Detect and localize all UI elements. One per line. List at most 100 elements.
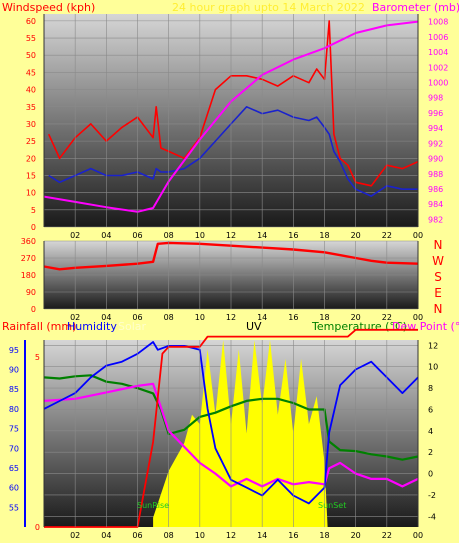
wind-y-tick-label: 60: [26, 17, 36, 26]
barometer-y-tick-label: 1002: [428, 63, 448, 72]
wind-y-tick-label: 35: [26, 103, 36, 112]
temperature-y-tick-label: -2: [428, 491, 436, 500]
x-tick-label: 18: [319, 231, 329, 240]
barometer-y-tick-label: 1004: [428, 48, 448, 57]
x-tick-label: 14: [257, 531, 267, 540]
x-tick-label: 16: [288, 313, 298, 322]
wind-y-tick-label: 30: [26, 120, 36, 129]
compass-label: N: [434, 238, 443, 252]
barometer-y-tick-label: 986: [428, 185, 443, 194]
sunset-label: SunSet: [318, 501, 346, 510]
x-tick-label: 10: [195, 231, 205, 240]
humidity-y-tick-label: 55: [9, 503, 19, 512]
direction-y-tick-label: 270: [21, 254, 36, 263]
x-tick-label: 04: [101, 231, 111, 240]
x-tick-label: 08: [164, 531, 174, 540]
compass-label: N: [434, 302, 443, 316]
humidity-label: Humidity: [67, 320, 117, 333]
x-tick-label: 14: [257, 231, 267, 240]
x-tick-label: 08: [164, 313, 174, 322]
temperature-y-tick-label: 12: [428, 341, 438, 350]
barometer-y-tick-label: 1006: [428, 33, 448, 42]
rainfall-label: Rainfall (mm): [2, 320, 76, 333]
temperature-y-tick-label: 8: [428, 384, 433, 393]
x-tick-label: 06: [132, 231, 142, 240]
temperature-y-tick-label: 4: [428, 427, 433, 436]
barometer-y-tick-label: 984: [428, 200, 443, 209]
x-tick-label: 22: [382, 231, 392, 240]
wind-y-tick-label: 10: [26, 189, 36, 198]
temperature-y-tick-label: 10: [428, 363, 438, 372]
compass-label: E: [434, 286, 442, 300]
barometer-y-tick-label: 982: [428, 215, 443, 224]
chart-title: 24 hour graph upto 14 March 2022: [172, 1, 365, 14]
humidity-y-tick-label: 75: [9, 425, 19, 434]
x-tick-label: 10: [195, 313, 205, 322]
x-tick-label: 08: [164, 231, 174, 240]
wind-y-tick-label: 50: [26, 51, 36, 60]
compass-label: W: [432, 254, 444, 268]
x-tick-label: 18: [319, 531, 329, 540]
x-tick-label: 22: [382, 531, 392, 540]
x-tick-label: 00: [413, 531, 423, 540]
wind-y-tick-label: 45: [26, 68, 36, 77]
x-tick-label: 12: [226, 231, 236, 240]
x-tick-label: 18: [319, 313, 329, 322]
barometer-y-tick-label: 1008: [428, 18, 448, 27]
x-tick-label: 02: [70, 531, 80, 540]
compass-label: S: [434, 270, 442, 284]
barometer-y-tick-label: 994: [428, 124, 443, 133]
temperature-y-tick-label: -4: [428, 512, 436, 521]
x-tick-label: 12: [226, 313, 236, 322]
humidity-y-tick-label: 70: [9, 444, 19, 453]
temperature-y-tick-label: 6: [428, 405, 433, 414]
wind-average-line: [48, 106, 418, 197]
barometer-y-tick-label: 1000: [428, 78, 448, 87]
x-tick-label: 06: [132, 531, 142, 540]
rain-y-tick-label: 0: [35, 523, 40, 532]
x-tick-label: 20: [351, 531, 361, 540]
x-tick-label: 04: [101, 531, 111, 540]
wind-gust-line: [47, 20, 419, 187]
wind-y-tick-label: 20: [26, 154, 36, 163]
barometer-y-tick-label: 996: [428, 109, 443, 118]
humidity-y-tick-label: 80: [9, 405, 19, 414]
windspeed-label: Windspeed (kph): [2, 1, 95, 14]
direction-y-tick-label: 360: [21, 237, 36, 246]
temperature-y-tick-label: 0: [428, 470, 433, 479]
x-tick-label: 16: [288, 231, 298, 240]
barometer-line: [43, 20, 419, 213]
x-tick-label: 16: [288, 531, 298, 540]
temperature-y-tick-label: 2: [428, 448, 433, 457]
humidity-y-tick-label: 65: [9, 464, 19, 473]
humidity-y-tick-label: 85: [9, 385, 19, 394]
barometer-y-tick-label: 992: [428, 139, 443, 148]
wind-y-tick-label: 5: [31, 206, 36, 215]
direction-y-tick-label: 0: [31, 305, 36, 314]
x-tick-label: 00: [413, 231, 423, 240]
humidity-y-tick-label: 90: [9, 366, 19, 375]
barometer-y-tick-label: 998: [428, 94, 443, 103]
x-tick-label: 12: [226, 531, 236, 540]
x-tick-label: 02: [70, 231, 80, 240]
x-tick-label: 20: [351, 231, 361, 240]
rainfall-line: [44, 328, 418, 528]
barometer-label: Barometer (mb): [372, 1, 459, 14]
humidity-line: [43, 341, 419, 505]
x-tick-label: 06: [132, 313, 142, 322]
wind-y-tick-label: 0: [31, 223, 36, 232]
wind-y-tick-label: 40: [26, 86, 36, 95]
x-tick-label: 04: [101, 313, 111, 322]
direction-y-tick-label: 180: [21, 271, 36, 280]
barometer-y-tick-label: 988: [428, 170, 443, 179]
x-tick-label: 00: [413, 313, 423, 322]
x-tick-label: 10: [195, 531, 205, 540]
direction-y-tick-label: 90: [26, 288, 36, 297]
x-tick-label: 14: [257, 313, 267, 322]
x-tick-label: 22: [382, 313, 392, 322]
wind-y-tick-label: 25: [26, 137, 36, 146]
humidity-y-tick-label: 60: [9, 484, 19, 493]
rain-y-tick-label: 5: [35, 353, 40, 362]
x-tick-label: 02: [70, 313, 80, 322]
